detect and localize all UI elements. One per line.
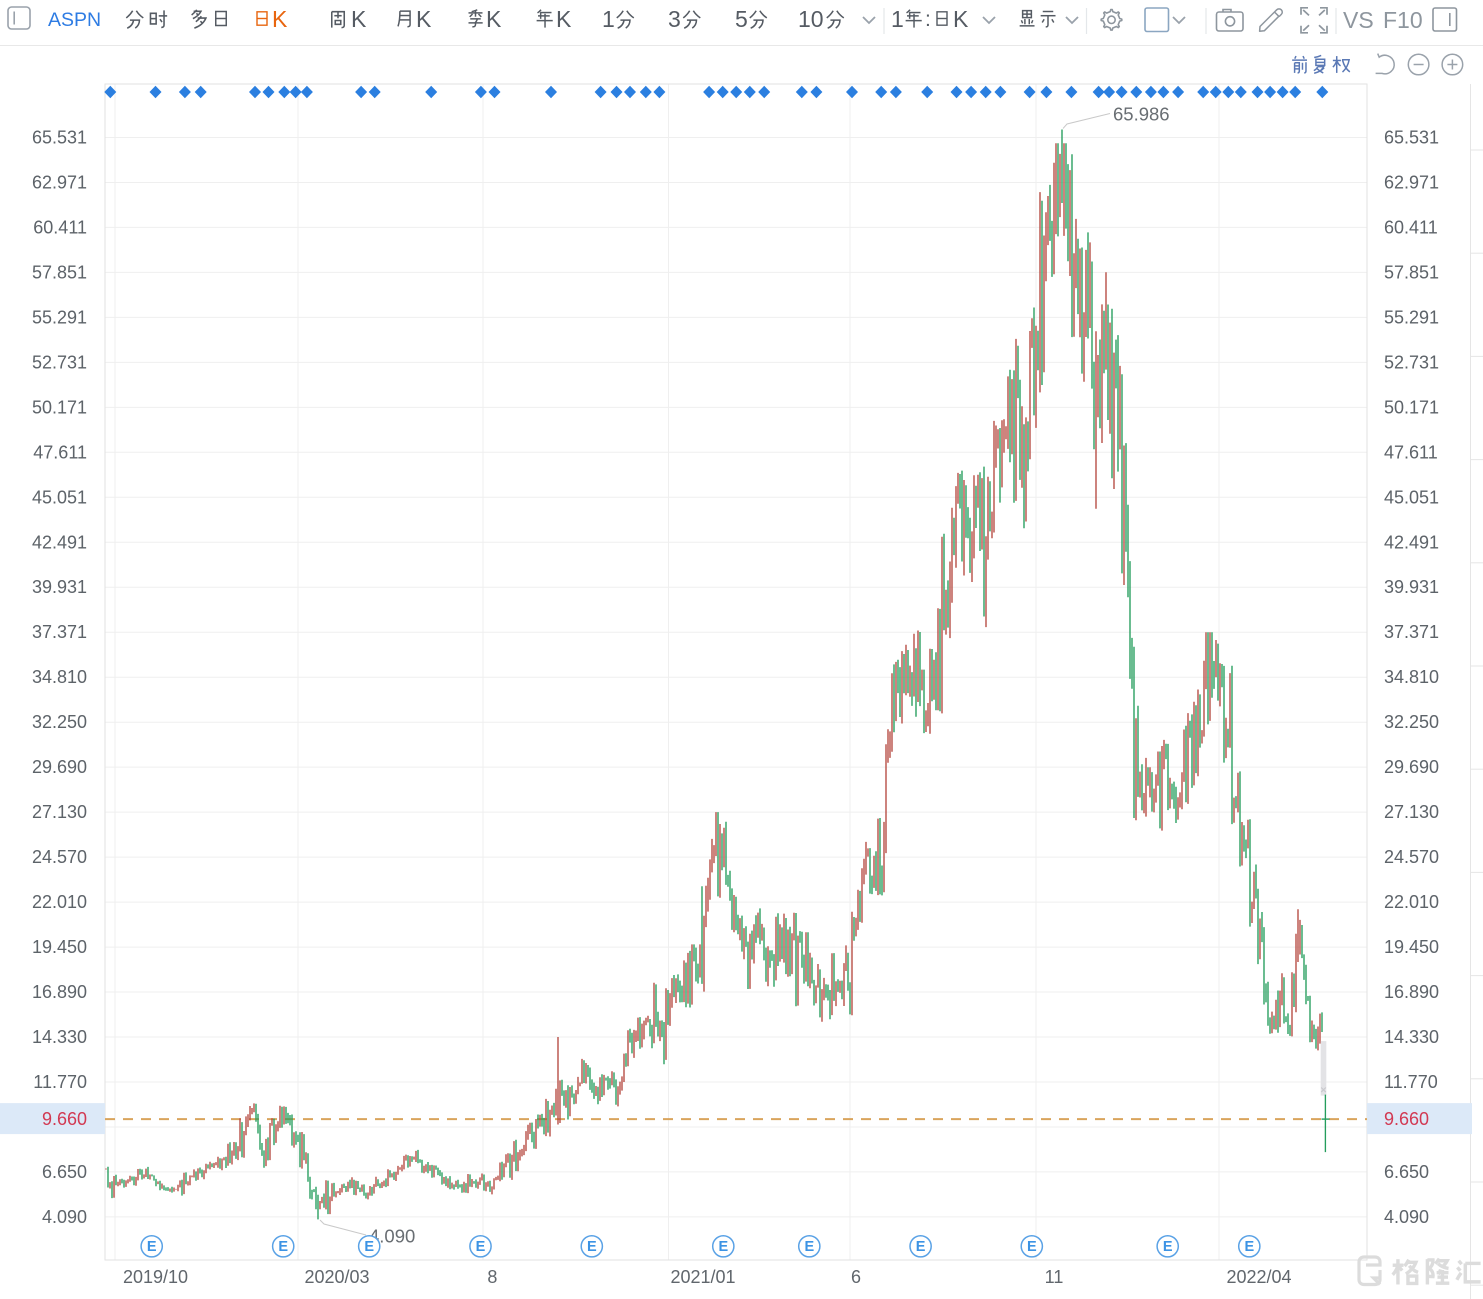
svg-text:1: 1	[891, 6, 904, 32]
svg-text:45.051: 45.051	[1384, 487, 1439, 507]
svg-text:E: E	[147, 1239, 157, 1255]
svg-text:22.010: 22.010	[1384, 892, 1439, 912]
svg-text:16.890: 16.890	[1384, 982, 1439, 1002]
svg-text:47.611: 47.611	[1384, 442, 1438, 462]
svg-text:65.986: 65.986	[1113, 104, 1170, 125]
svg-text:14.330: 14.330	[32, 1027, 87, 1047]
svg-text:19.450: 19.450	[1384, 937, 1439, 957]
svg-text:E: E	[364, 1239, 374, 1255]
svg-text:45.051: 45.051	[32, 487, 87, 507]
svg-text:3: 3	[668, 6, 681, 32]
svg-text:5: 5	[735, 6, 748, 32]
svg-text:29.690: 29.690	[1384, 757, 1439, 777]
svg-text:19.450: 19.450	[32, 937, 87, 957]
svg-text:E: E	[587, 1239, 597, 1255]
svg-text::: :	[925, 8, 931, 31]
svg-text:52.731: 52.731	[32, 352, 87, 372]
svg-text:52.731: 52.731	[1384, 352, 1439, 372]
svg-text:24.570: 24.570	[32, 847, 87, 867]
svg-text:4.090: 4.090	[369, 1226, 415, 1247]
svg-text:22.010: 22.010	[32, 892, 87, 912]
svg-text:62.971: 62.971	[32, 173, 87, 193]
svg-text:55.291: 55.291	[32, 307, 87, 327]
svg-text:6.650: 6.650	[42, 1162, 87, 1182]
svg-text:10: 10	[798, 6, 824, 32]
svg-text:39.931: 39.931	[1384, 577, 1439, 597]
svg-text:50.171: 50.171	[1384, 397, 1439, 417]
svg-text:VS: VS	[1343, 7, 1374, 33]
svg-text:K: K	[556, 6, 572, 32]
svg-text:4.090: 4.090	[42, 1207, 87, 1227]
svg-text:37.371: 37.371	[1384, 622, 1439, 642]
svg-text:27.130: 27.130	[32, 802, 87, 822]
svg-text:8: 8	[487, 1267, 497, 1287]
svg-text:42.491: 42.491	[1384, 532, 1439, 552]
svg-text:24.570: 24.570	[1384, 847, 1439, 867]
svg-text:34.810: 34.810	[1384, 667, 1439, 687]
svg-text:2019/10: 2019/10	[123, 1267, 188, 1287]
svg-text:9.660: 9.660	[42, 1109, 87, 1129]
svg-text:1: 1	[602, 6, 615, 32]
svg-text:32.250: 32.250	[1384, 712, 1439, 732]
svg-text:K: K	[351, 6, 367, 32]
svg-text:E: E	[1027, 1239, 1037, 1255]
svg-text:65.531: 65.531	[32, 128, 87, 148]
svg-text:E: E	[1244, 1239, 1254, 1255]
svg-text:16.890: 16.890	[32, 982, 87, 1002]
svg-text:K: K	[416, 6, 432, 32]
svg-text:2021/01: 2021/01	[670, 1267, 735, 1287]
svg-text:K: K	[486, 6, 502, 32]
svg-text:E: E	[804, 1239, 814, 1255]
svg-text:11.770: 11.770	[33, 1072, 87, 1092]
svg-text:65.531: 65.531	[1384, 128, 1439, 148]
svg-text:6: 6	[851, 1267, 861, 1287]
svg-text:E: E	[476, 1239, 486, 1255]
svg-text:2020/03: 2020/03	[304, 1267, 369, 1287]
svg-text:2022/04: 2022/04	[1226, 1267, 1291, 1287]
svg-text:62.971: 62.971	[1384, 173, 1439, 193]
svg-text:11: 11	[1045, 1267, 1064, 1287]
svg-text:34.810: 34.810	[32, 667, 87, 687]
svg-text:29.690: 29.690	[32, 757, 87, 777]
svg-text:55.291: 55.291	[1384, 307, 1439, 327]
svg-text:11.770: 11.770	[1384, 1072, 1438, 1092]
svg-text:E: E	[916, 1239, 926, 1255]
svg-text:39.931: 39.931	[32, 577, 87, 597]
svg-text:47.611: 47.611	[33, 442, 87, 462]
svg-text:57.851: 57.851	[1384, 262, 1439, 282]
svg-text:42.491: 42.491	[32, 532, 87, 552]
svg-text:E: E	[278, 1239, 288, 1255]
svg-text:ASPN: ASPN	[48, 9, 101, 31]
svg-text:K: K	[272, 6, 288, 32]
svg-text:F10: F10	[1383, 7, 1423, 33]
svg-text:E: E	[718, 1239, 728, 1255]
svg-text:37.371: 37.371	[32, 622, 87, 642]
svg-text:60.411: 60.411	[1384, 217, 1438, 237]
svg-text:9.660: 9.660	[1384, 1109, 1429, 1129]
svg-text:K: K	[953, 6, 969, 32]
svg-text:14.330: 14.330	[1384, 1027, 1439, 1047]
svg-text:E: E	[1163, 1239, 1173, 1255]
svg-text:27.130: 27.130	[1384, 802, 1439, 822]
svg-text:6.650: 6.650	[1384, 1162, 1429, 1182]
svg-text:4.090: 4.090	[1384, 1207, 1429, 1227]
svg-text:32.250: 32.250	[32, 712, 87, 732]
svg-text:50.171: 50.171	[32, 397, 87, 417]
svg-text:60.411: 60.411	[33, 217, 87, 237]
svg-text:57.851: 57.851	[32, 262, 87, 282]
